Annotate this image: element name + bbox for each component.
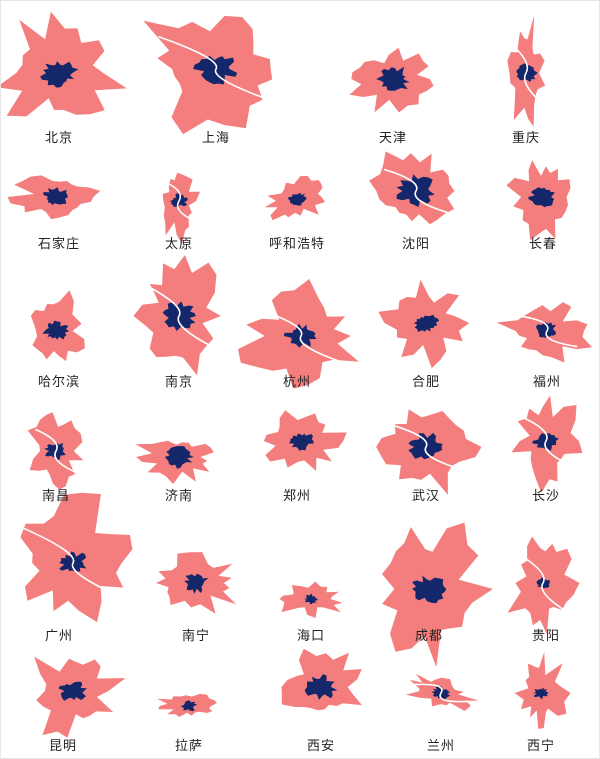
river-line: [521, 416, 571, 466]
urban-extent-shape: [1, 11, 127, 117]
core-area-shape: [40, 61, 79, 88]
city-map-19: [511, 395, 583, 493]
core-area-shape: [164, 446, 194, 469]
city-label: 西安: [306, 739, 335, 754]
city-label: 拉萨: [174, 739, 203, 754]
river-line: [518, 553, 568, 613]
core-area-shape: [528, 187, 555, 208]
urban-extent-shape: [162, 172, 200, 244]
city-label: 上海: [201, 131, 230, 146]
river-line: [511, 43, 541, 103]
city-label: 合肥: [411, 375, 440, 390]
core-area-shape: [532, 687, 549, 700]
core-area-shape: [181, 700, 198, 712]
city-label: 海口: [296, 629, 325, 644]
city-map-27: [281, 648, 362, 711]
city-map-9: [506, 160, 571, 241]
city-map-2: [143, 15, 274, 135]
core-area-shape: [288, 192, 307, 206]
city-map-6: [162, 172, 200, 244]
city-label: 杭州: [282, 375, 311, 390]
city-label: 重庆: [511, 131, 540, 146]
city-map-5: [7, 175, 101, 220]
core-area-shape: [184, 573, 209, 594]
city-map-8: [369, 151, 455, 225]
city-map-13: [378, 279, 470, 369]
city-label: 北京: [44, 131, 73, 146]
city-map-25: [34, 656, 126, 738]
river-line: [34, 428, 78, 474]
core-area-shape: [283, 323, 317, 348]
city-label: 太原: [164, 237, 193, 252]
city-label: 长春: [528, 237, 557, 252]
city-label: 广州: [44, 629, 73, 644]
city-label: 呼和浩特: [268, 237, 325, 252]
river-line: [383, 168, 449, 214]
core-area-shape: [413, 314, 440, 332]
city-label: 西宁: [526, 739, 555, 754]
city-label: 哈尔滨: [37, 375, 80, 390]
city-label: 沈阳: [401, 237, 430, 252]
city-map-15: [27, 412, 84, 490]
city-map-26: [157, 693, 217, 717]
river-line: [259, 308, 343, 364]
river-line: [23, 527, 123, 599]
city-map-22: [279, 581, 343, 618]
city-label: 南宁: [181, 629, 210, 644]
city-label: 南京: [164, 375, 193, 390]
city-label: 济南: [164, 489, 193, 504]
city-map-20: [20, 492, 133, 623]
city-map-10: [30, 290, 85, 362]
city-map-3: [349, 47, 434, 113]
city-map-12: [238, 279, 359, 389]
core-area-shape: [289, 433, 314, 451]
city-label: 郑州: [282, 489, 311, 504]
core-area-shape: [303, 593, 318, 605]
city-label: 南昌: [41, 489, 70, 504]
city-label: 长沙: [531, 489, 560, 504]
river-line: [164, 181, 194, 221]
city-map-11: [133, 255, 221, 376]
river-line: [146, 285, 212, 347]
city-map-18: [376, 409, 482, 495]
core-area-shape: [408, 432, 443, 460]
city-map-24: [507, 536, 580, 635]
core-area-shape: [376, 66, 410, 91]
city-map-17: [263, 410, 347, 471]
city-label: 石家庄: [37, 237, 80, 252]
city-label: 武汉: [411, 489, 440, 504]
river-line: [516, 314, 578, 348]
city-label: 天津: [378, 131, 407, 146]
city-label: 兰州: [426, 739, 455, 754]
city-map-23: [382, 522, 493, 668]
city-map-14: [496, 302, 593, 363]
core-area-shape: [412, 575, 447, 604]
city-map-16: [135, 440, 214, 484]
city-map-28: [405, 673, 479, 711]
city-map-29: [514, 652, 571, 729]
river-line: [388, 423, 464, 471]
city-label: 昆明: [48, 739, 77, 754]
city-label: 成都: [414, 629, 443, 644]
core-area-shape: [42, 320, 70, 340]
core-area-shape: [304, 674, 338, 700]
core-area-shape: [536, 322, 557, 338]
city-map-7: [264, 176, 326, 221]
city-map-4: [507, 15, 546, 127]
core-area-shape: [43, 187, 68, 205]
city-map-1: [1, 11, 127, 117]
city-label: 贵阳: [531, 629, 560, 644]
river-line: [158, 35, 274, 103]
river-line: [413, 683, 469, 703]
core-area-shape: [58, 681, 87, 701]
city-label: 福州: [532, 375, 561, 390]
city-map-21: [156, 552, 237, 614]
